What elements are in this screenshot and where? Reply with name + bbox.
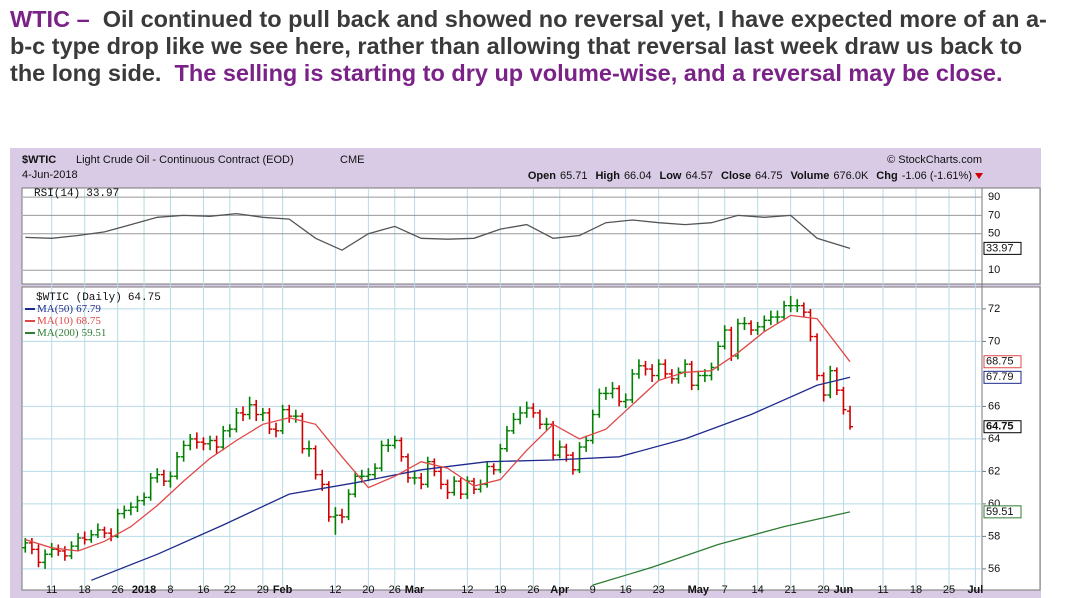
ma-last: 67.79 [76,303,101,315]
value-tag-label: 59.51 [986,506,1014,518]
x-tick-label: 20 [362,584,374,596]
ma-name: MA(10) [37,315,73,327]
down-arrow [975,173,983,179]
ma-line [592,511,851,586]
value-tag [983,355,1022,369]
rsi-line [25,212,851,251]
quote-label: High [595,170,620,182]
chart-title: $WTIC [22,154,56,166]
quote-value: 676.0K [833,170,869,182]
quote-label: Open [528,170,556,182]
quote-label: Chg [876,170,897,182]
quote-label: Low [659,170,681,182]
x-tick-label: 26 [527,584,539,596]
x-tick-label: 21 [785,584,797,596]
source: © StockCharts.com [887,154,982,166]
ticker: WTIC – [10,6,90,32]
quote-value: 65.71 [560,170,588,182]
y-tick-label: 66 [988,400,1000,412]
x-tick-label: 18 [79,584,91,596]
ma-line [91,376,851,581]
x-tick-label: 26 [389,584,401,596]
x-tick-label: 9 [590,584,596,596]
x-tick-label: Feb [273,584,293,596]
quote-value: -1.06 (-1.61%) [902,170,972,182]
x-tick-label: 12 [461,584,473,596]
x-tick-label: 12 [329,584,341,596]
rsi-tick-label: 10 [988,264,1000,276]
x-tick-label: 26 [112,584,124,596]
date: 4-Jun-2018 [22,169,78,181]
x-tick-label: 14 [752,584,764,596]
quote-label: Volume [791,170,830,182]
subtitle: Light Crude Oil - Continuous Contract (E… [76,154,294,166]
rsi-tick-label: 50 [988,228,1000,240]
x-tick-label: 7 [722,584,728,596]
ma-name: MA(50) [37,303,73,315]
y-tick-label: 56 [988,563,1000,575]
highlight: The selling is starting to dry up volume… [174,60,1003,86]
rsi-panel [21,187,1041,285]
series-name: $WTIC (Daily) [36,292,122,304]
rsi-tick-label: 70 [988,209,1000,221]
rsi-tick-label: 90 [988,191,1000,203]
value-tag-label: 33.97 [986,242,1014,254]
x-tick-label: Apr [550,584,570,596]
quote-value: 66.04 [624,170,652,182]
x-tick-label: 25 [943,584,955,596]
quote-label: Close [721,170,751,182]
x-tick-label: 29 [257,584,269,596]
x-tick-label: 19 [494,584,506,596]
value-tag-label: 67.79 [986,371,1014,383]
x-tick-label: 16 [197,584,209,596]
x-tick-label: Jul [967,584,983,596]
rsi-name: RSI(14) [34,188,80,200]
y-tick-label: 58 [988,530,1000,542]
x-tick-label: 18 [910,584,922,596]
price-legend: $WTIC (Daily) 64.75 [36,292,161,304]
x-tick-label: 11 [877,584,888,596]
x-tick-label: 2018 [132,584,156,596]
value-tag [983,370,1022,384]
legend-entry: MA(10) 68.75 [37,315,101,327]
value-tag [983,505,1022,519]
headline: WTIC – Oil continued to pull back and sh… [10,6,1060,87]
ma-name: MA(200) [37,327,79,339]
ma-last: 59.51 [82,327,107,339]
quote: Open 65.71 High 66.04 Low 64.57 Close 64.75 Volu… [528,170,972,182]
x-tick-label: 8 [167,584,173,596]
y-tick-label: 64 [988,433,1000,445]
legend-entry: MA(200) 59.51 [37,327,106,339]
rsi-last: 33.97 [86,188,119,200]
x-tick-label: May [688,584,710,596]
value-tag-label: 64.75 [986,421,1014,433]
y-tick-label: 62 [988,465,1000,477]
x-tick-label: 29 [818,584,830,596]
value-tag-label: 68.75 [986,356,1014,368]
x-tick-label: 22 [224,584,236,596]
ma-line [25,314,851,552]
exchange: CME [340,154,364,166]
y-tick-label: 72 [988,303,1000,315]
legend-entry: MA(50) 67.79 [37,303,101,315]
series-last: 64.75 [128,292,161,304]
x-tick-label: 23 [653,584,665,596]
text: Oil continued to pull back and showed no… [10,6,1047,86]
value-tag [983,420,1022,434]
quote-value: 64.75 [755,170,783,182]
x-tick-label: 16 [620,584,632,596]
rsi-legend: RSI(14) 33.97 [34,188,119,200]
x-tick-label: 11 [46,584,57,596]
quote-value: 64.57 [685,170,713,182]
x-tick-label: Jun [834,584,854,596]
x-tick-label: Mar [405,584,425,596]
ma-last: 68.75 [76,315,101,327]
value-tag [983,241,1022,255]
y-tick-label: 70 [988,335,1000,347]
